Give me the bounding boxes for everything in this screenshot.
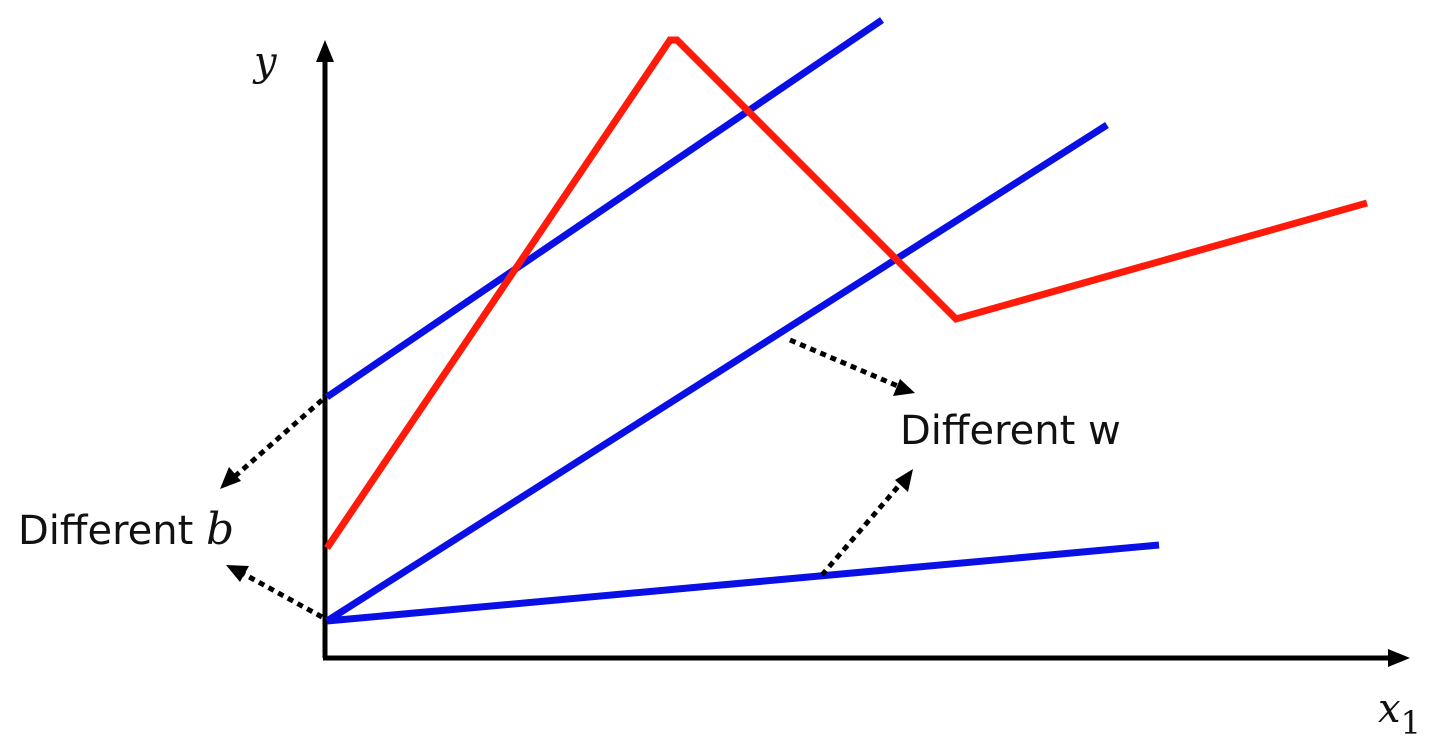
x-axis-label: x1: [1378, 686, 1421, 741]
arrow-w-upper-line: [789, 337, 901, 390]
arrow-w-upper-head: [893, 379, 915, 396]
arrow-b-lower-head: [226, 565, 249, 582]
arrow-b-upper-head: [220, 467, 241, 489]
arrow-b-lower-line: [240, 570, 324, 620]
arrow-w-lower-head: [895, 469, 913, 492]
red-piecewise-curve: [324, 36, 1368, 550]
linear-models: [325, 17, 1160, 625]
different-b-label: Different b: [18, 504, 234, 555]
blue-line-steep-slope: [325, 122, 1109, 624]
x-axis-arrowhead: [1388, 649, 1410, 667]
blue-line-shallow-slope: [326, 541, 1160, 625]
y-axis-arrowhead: [316, 40, 334, 62]
different-b-variable: b: [206, 504, 234, 555]
arrow-b-upper-line: [231, 398, 324, 480]
blue-line-high-intercept: [325, 17, 884, 400]
arrow-w-lower-line: [820, 480, 904, 577]
x-axis-label-main: x: [1378, 686, 1401, 732]
x-axis-label-subscript: 1: [1401, 704, 1421, 741]
annotation-arrows: [220, 337, 915, 620]
axes: [316, 40, 1410, 667]
different-w-label: Different w: [900, 408, 1121, 454]
y-axis-label: y: [252, 39, 278, 85]
different-b-prefix: Different: [18, 508, 206, 554]
